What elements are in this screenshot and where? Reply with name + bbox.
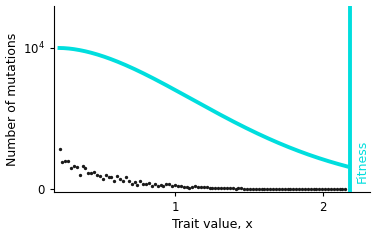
Y-axis label: Number of mutations: Number of mutations <box>6 32 18 165</box>
Text: Fitness: Fitness <box>356 140 368 183</box>
X-axis label: Trait value, x: Trait value, x <box>171 219 252 232</box>
